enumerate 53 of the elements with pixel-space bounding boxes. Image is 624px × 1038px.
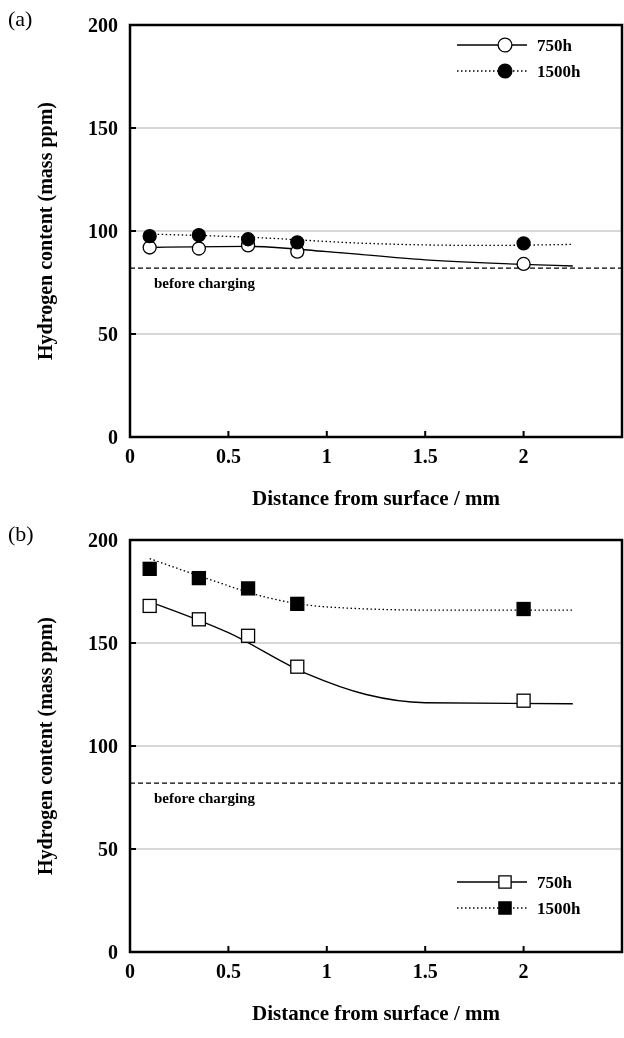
point (191, 570, 207, 586)
y-tick-label: 100 (88, 220, 118, 242)
y-tick-label: 50 (98, 838, 118, 860)
x-tick-label: 2 (518, 445, 529, 467)
legend: 1500h (456, 898, 581, 918)
x-tick-label: 1 (321, 960, 332, 982)
point (290, 659, 305, 674)
point (290, 235, 305, 250)
x-tick-label: 0 (125, 960, 135, 982)
ref-line-label: before charging (154, 790, 256, 807)
x-axis-title: Distance from surface / mm (251, 486, 501, 510)
point (516, 236, 531, 251)
y-tick-label: 200 (88, 529, 118, 551)
chart-title: (a) (8, 6, 33, 31)
x-tick-label: 0.5 (215, 445, 241, 467)
legend: 1500h (456, 61, 581, 81)
y-tick-label: 100 (88, 735, 118, 757)
x-axis-title: Distance from surface / mm (251, 1001, 501, 1025)
y-tick-label: 50 (98, 323, 118, 345)
y-axis-title: Hydrogen content (mass ppm) (34, 102, 57, 360)
point (240, 628, 256, 643)
legend-label: 750h (537, 35, 573, 55)
y-tick-label: 0 (108, 941, 118, 963)
point (142, 229, 157, 244)
x-tick-label: 1.5 (412, 960, 438, 982)
point (516, 601, 531, 617)
legend-label: 1500h (537, 898, 581, 918)
x-tick-label: 1.5 (412, 445, 438, 467)
x-tick-label: 2 (518, 960, 529, 982)
point (191, 227, 207, 243)
point (191, 241, 207, 256)
chart-title: (b) (8, 521, 34, 546)
point (290, 596, 305, 612)
legend-label: 1500h (537, 61, 581, 81)
point (240, 232, 256, 247)
point (516, 693, 531, 708)
legend: 750h (456, 872, 572, 892)
y-axis-title: Hydrogen content (mass ppm) (34, 617, 57, 875)
point (191, 612, 207, 627)
ref-line-label: before charging (154, 275, 256, 292)
y-tick-label: 0 (108, 426, 118, 448)
legend: 750h (456, 35, 572, 55)
y-tick-label: 150 (88, 117, 118, 139)
point (240, 581, 256, 596)
point (516, 256, 531, 272)
y-tick-label: 200 (88, 14, 118, 36)
x-tick-label: 1 (321, 445, 332, 467)
legend-label: 750h (537, 872, 573, 892)
y-tick-label: 150 (88, 632, 118, 654)
x-tick-label: 0.5 (215, 960, 241, 982)
x-tick-label: 0 (125, 445, 135, 467)
point (142, 598, 157, 614)
point (142, 561, 157, 576)
